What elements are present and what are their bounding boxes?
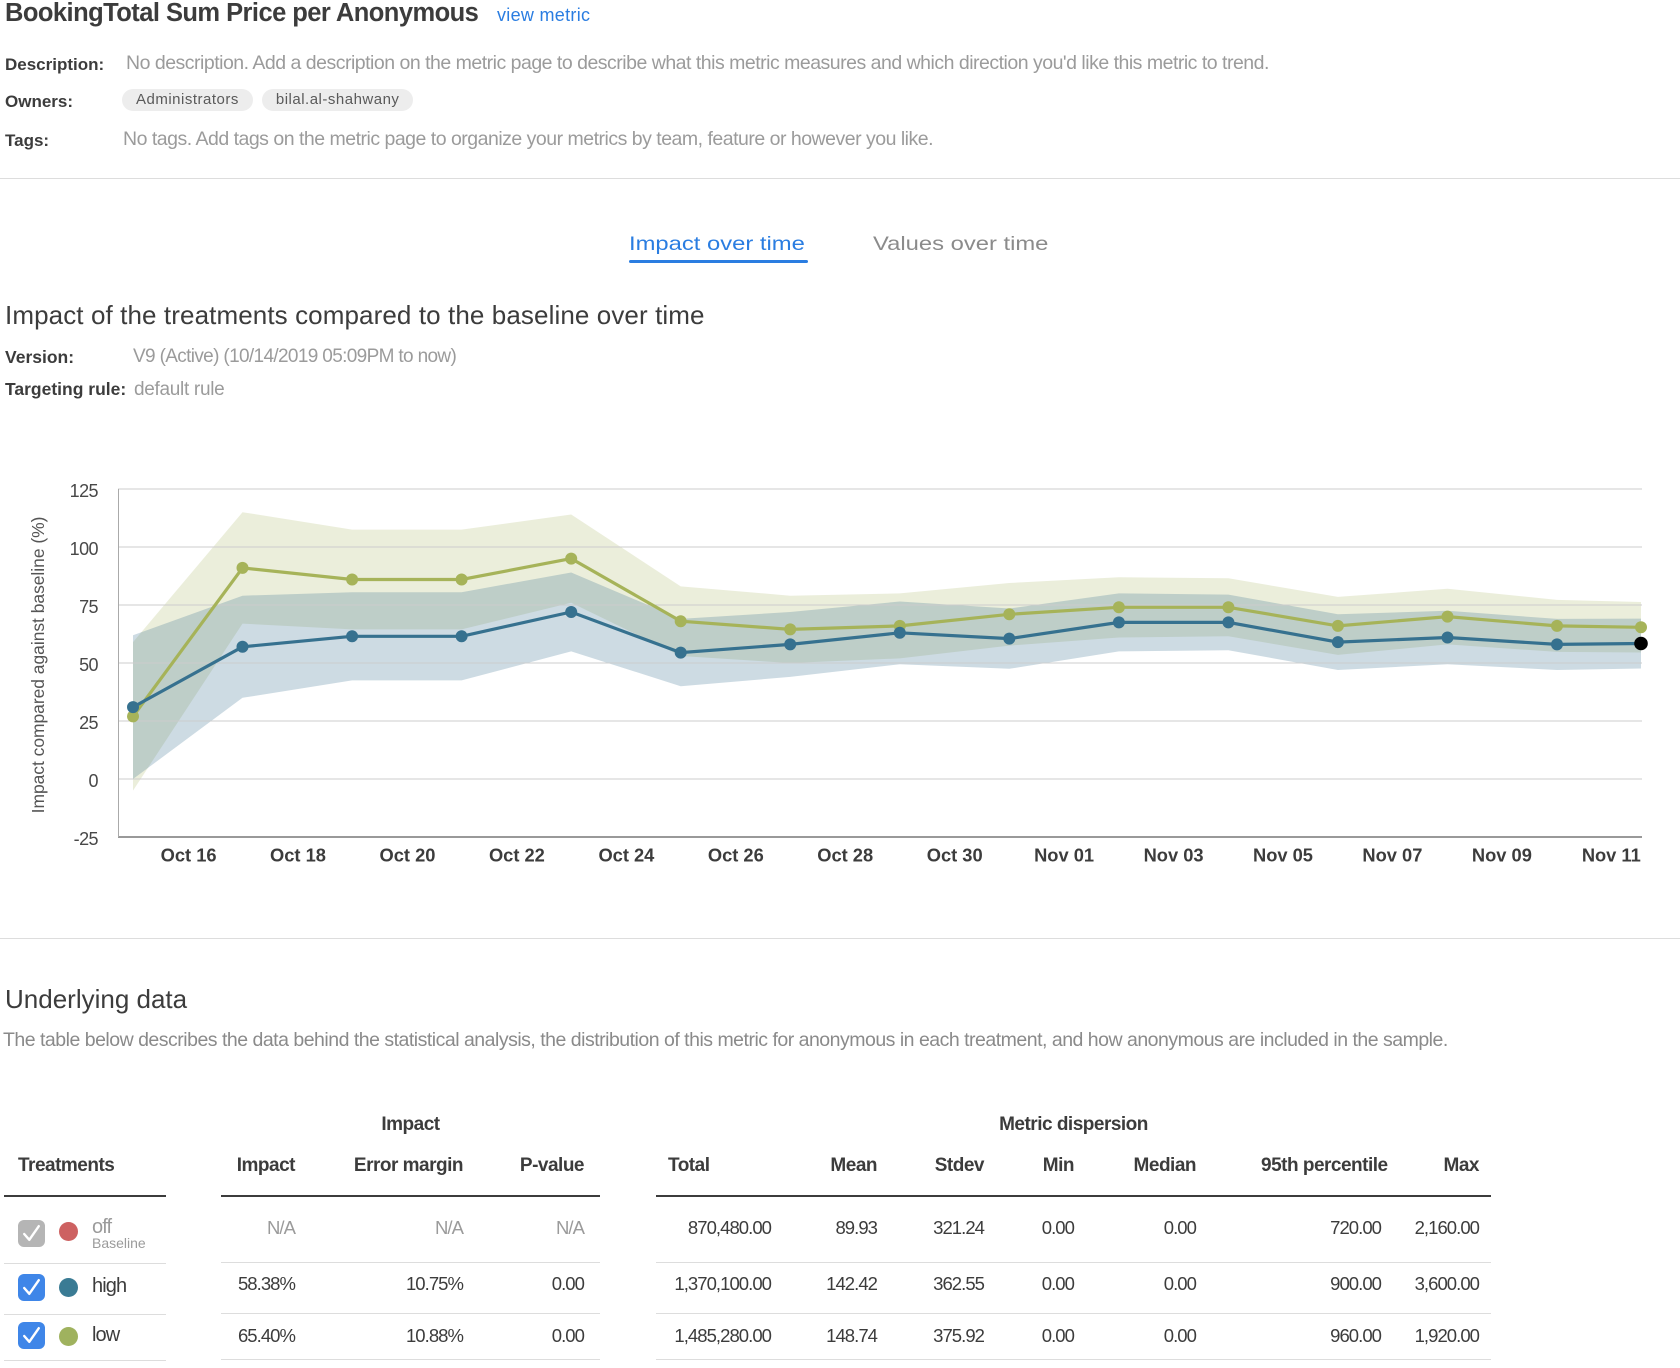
svg-text:-25: -25: [74, 829, 99, 849]
svg-text:Oct 20: Oct 20: [380, 845, 436, 866]
svg-text:Oct 22: Oct 22: [489, 845, 545, 866]
svg-text:Oct 26: Oct 26: [708, 845, 764, 866]
svg-text:Oct 30: Oct 30: [927, 845, 983, 866]
svg-text:100: 100: [70, 539, 99, 559]
svg-text:75: 75: [79, 597, 98, 617]
svg-text:Nov 03: Nov 03: [1144, 845, 1204, 866]
svg-text:50: 50: [79, 655, 98, 675]
svg-text:Oct 18: Oct 18: [270, 845, 326, 866]
svg-text:Oct 24: Oct 24: [598, 845, 655, 866]
svg-text:Impact compared against baseli: Impact compared against baseline (%): [28, 517, 48, 814]
svg-text:Oct 16: Oct 16: [161, 845, 217, 866]
svg-text:125: 125: [70, 481, 99, 501]
svg-text:Nov 01: Nov 01: [1034, 845, 1094, 866]
svg-text:25: 25: [79, 713, 98, 733]
svg-text:0: 0: [89, 771, 99, 791]
svg-text:Nov 09: Nov 09: [1472, 845, 1532, 866]
svg-text:Nov 05: Nov 05: [1253, 845, 1313, 866]
svg-text:Oct 28: Oct 28: [817, 845, 873, 866]
svg-text:Nov 07: Nov 07: [1362, 845, 1422, 866]
svg-text:Nov 11: Nov 11: [1582, 845, 1641, 866]
